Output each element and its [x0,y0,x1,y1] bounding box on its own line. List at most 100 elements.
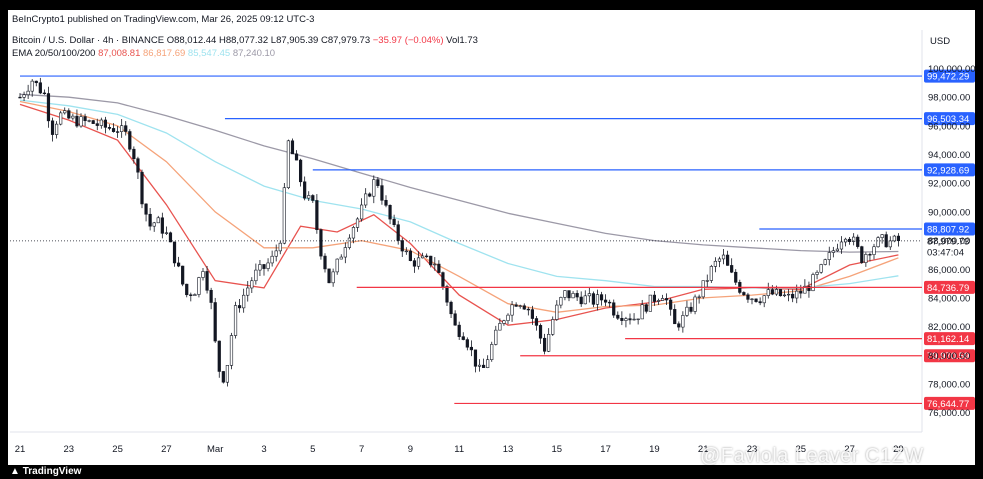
resistance-level-label: 96,503.34 [927,114,969,125]
candle-body [847,238,852,242]
candle-body [542,337,547,352]
candle-body [95,123,99,126]
candle-body [355,218,360,228]
candle-body [75,115,79,127]
candle-body [258,264,262,271]
candle-body [67,110,71,119]
candle-body [225,365,230,383]
candle-body [559,297,563,306]
candle-body [42,92,46,95]
ohlc-close: 87,979.73 [327,35,371,46]
candle-body [412,260,417,267]
candle-body [156,217,160,224]
candle-body [22,94,26,98]
candle-body [575,293,579,298]
candle-body [111,128,116,132]
candle-body [644,304,648,312]
candle-body [892,235,896,242]
candle-body [136,158,140,173]
candle-body [229,335,234,366]
candle-body [351,227,356,239]
candle-body [823,259,827,265]
candle-body [181,265,185,285]
candle-body [254,269,258,282]
candle-body [177,262,181,267]
candle-body [555,304,559,320]
candle-body [795,290,799,299]
ema100-value: 85,547.45 [187,48,231,59]
y-tick-label: 76,000.00 [928,408,970,419]
tradingview-logo[interactable]: ▲ TradingView [10,466,81,477]
candle-body [388,204,392,220]
ema50-value: 86,817.69 [143,48,186,59]
candle-body [83,116,87,122]
candle-body [107,127,112,129]
candle-body [286,140,291,189]
bar-countdown-label: 03:47:04 [927,247,964,258]
candle-body [677,323,681,328]
candle-body [856,236,860,247]
candles [18,77,900,387]
currency-label: USD [930,36,951,47]
candle-body [534,318,539,326]
chart-grid [10,30,923,433]
candle-body [742,292,746,296]
resistance-level-label: 88,807.92 [927,224,969,235]
x-tick-label: 21 [15,444,26,455]
candle-body [213,302,217,342]
candle-body [445,286,449,303]
watermark: @Faviola Leaver C1ZW [700,445,924,467]
candle-body [815,271,819,275]
candle-body [705,280,709,282]
candle-body [437,263,441,273]
candle-body [298,159,303,183]
candle-body [880,234,884,238]
candle-body [331,271,335,284]
candle-body [209,289,213,303]
ohlc-close-label: C [320,35,328,46]
x-tick-label: 27 [844,444,855,455]
candle-body [294,153,299,161]
candle-body [852,236,856,242]
candle-body [864,254,868,263]
candle-body [660,298,665,301]
resistance-level-label-bg [924,112,975,126]
candle-body [522,305,526,310]
candle-body [636,318,640,321]
candle-body [770,289,774,295]
candle-body [632,318,636,321]
candle-body [303,181,307,199]
candle-body [50,120,55,135]
candle-body [746,294,750,300]
candle-body [193,294,197,296]
support-level-label-bg [924,280,975,294]
candle-body [868,254,872,256]
candle-body [811,274,815,292]
candle-body [185,283,189,296]
y-tick-label: 92,000.00 [928,179,970,190]
ema-legend-label: EMA 20/50/100/200 [12,48,96,59]
candle-body [567,290,571,299]
candle-body [168,232,173,243]
candle-body [347,237,352,248]
candle-body [160,217,164,234]
candle-body [449,301,453,315]
x-tick-label: 3 [261,444,266,455]
candle-body [453,313,457,326]
candle-body [473,349,478,367]
candle-body [128,131,132,150]
candle-body [34,80,38,84]
candle-body [591,293,595,305]
candle-body [831,250,835,253]
candle-body [392,218,396,226]
candle-body [758,301,762,304]
ema-line-ema100 [19,99,899,289]
candle-body [425,255,429,258]
candle-body [648,294,652,312]
y-tick-label: 90,000.00 [928,207,970,218]
x-tick-label: 15 [552,444,563,455]
candle-body [717,258,722,262]
candle-body [189,294,193,296]
candle-body [538,325,543,339]
